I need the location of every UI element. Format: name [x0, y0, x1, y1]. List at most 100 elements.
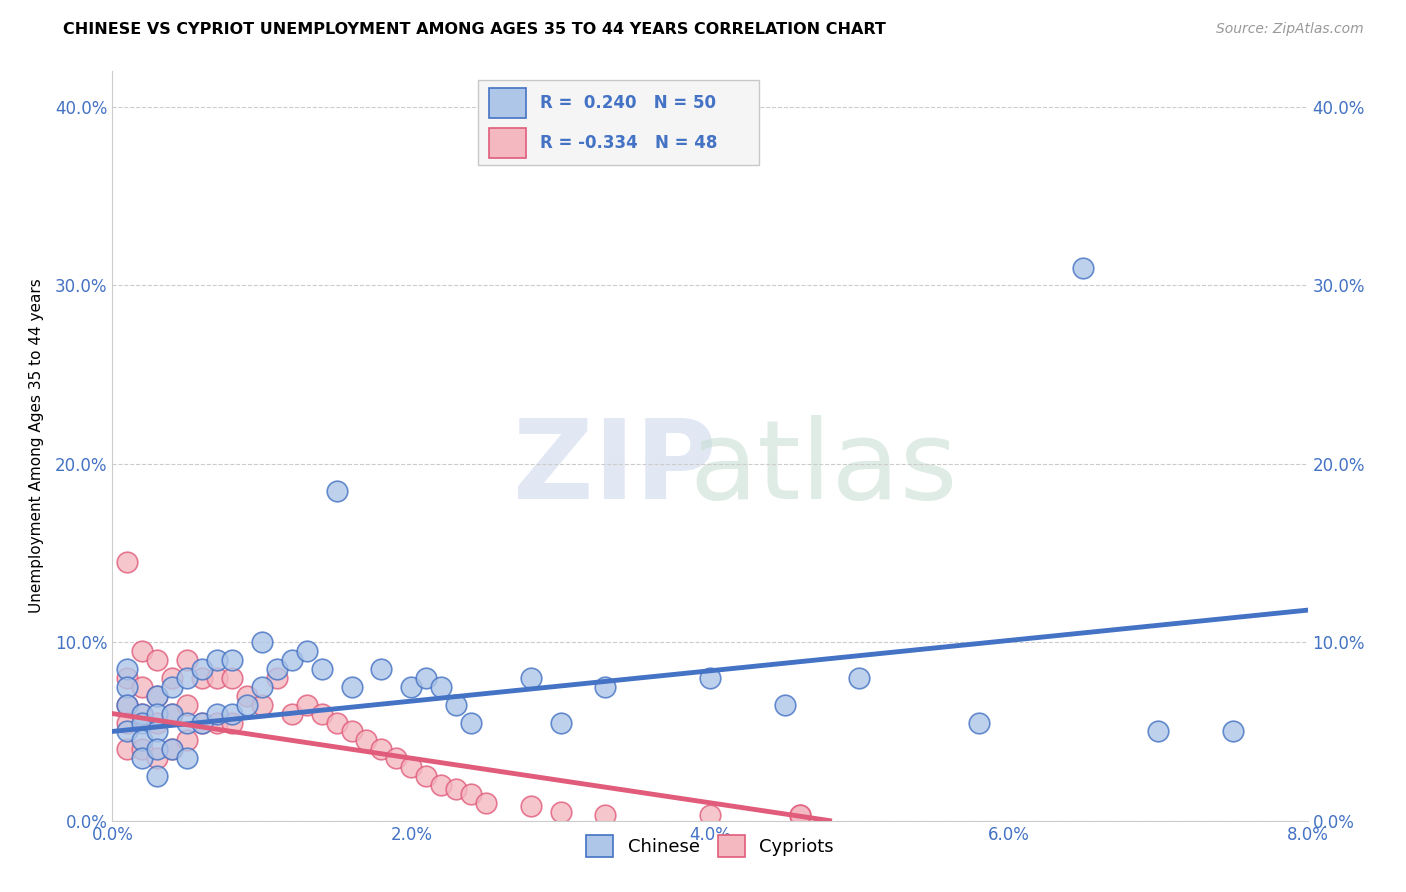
Point [221, 715, 243, 730]
Text: Source: ZipAtlas.com: Source: ZipAtlas.com [1216, 22, 1364, 37]
Point [311, 662, 333, 676]
Point [146, 751, 169, 765]
Point [131, 680, 153, 694]
Point [236, 698, 259, 712]
Point [1222, 724, 1244, 739]
Point [967, 715, 990, 730]
Y-axis label: Unemployment Among Ages 35 to 44 years: Unemployment Among Ages 35 to 44 years [30, 278, 44, 614]
Point [146, 653, 169, 667]
Point [266, 671, 288, 685]
Text: CHINESE VS CYPRIOT UNEMPLOYMENT AMONG AGES 35 TO 44 YEARS CORRELATION CHART: CHINESE VS CYPRIOT UNEMPLOYMENT AMONG AG… [63, 22, 886, 37]
Point [162, 680, 183, 694]
Point [146, 724, 169, 739]
Point [370, 662, 392, 676]
Point [281, 653, 304, 667]
Bar [489, 88, 526, 119]
Point [191, 715, 214, 730]
Point [444, 698, 467, 712]
FancyBboxPatch shape [478, 80, 759, 165]
Point [430, 680, 453, 694]
Point [221, 671, 243, 685]
Point [401, 680, 423, 694]
Point [460, 787, 482, 801]
Point [117, 698, 139, 712]
Legend: Chinese, Cypriots: Chinese, Cypriots [579, 828, 841, 864]
Point [146, 742, 169, 756]
Point [789, 808, 811, 822]
Point [550, 715, 572, 730]
Point [131, 733, 153, 747]
Point [325, 483, 347, 498]
Point [520, 671, 543, 685]
Point [699, 671, 721, 685]
Point [295, 698, 318, 712]
Point [191, 671, 214, 685]
Point [401, 760, 423, 774]
Point [146, 689, 169, 703]
Point [460, 715, 482, 730]
Point [221, 653, 243, 667]
Point [221, 706, 243, 721]
Point [848, 671, 870, 685]
Point [146, 769, 169, 783]
Point [131, 715, 153, 730]
Point [117, 555, 139, 569]
Point [176, 653, 198, 667]
Point [131, 706, 153, 721]
Point [340, 724, 363, 739]
Point [520, 799, 543, 814]
Point [162, 706, 183, 721]
Point [415, 769, 437, 783]
Point [117, 680, 139, 694]
Point [117, 724, 139, 739]
Point [430, 778, 453, 792]
Bar [489, 128, 526, 158]
Point [699, 808, 721, 822]
Point [176, 671, 198, 685]
Point [162, 671, 183, 685]
Point [475, 796, 498, 810]
Point [385, 751, 408, 765]
Point [356, 733, 378, 747]
Point [325, 715, 347, 730]
Point [415, 671, 437, 685]
Point [191, 715, 214, 730]
Point [311, 706, 333, 721]
Point [550, 805, 572, 819]
Point [117, 715, 139, 730]
Point [266, 662, 288, 676]
Point [295, 644, 318, 658]
Point [131, 644, 153, 658]
Point [205, 653, 228, 667]
Point [250, 698, 273, 712]
Point [146, 689, 169, 703]
Point [176, 698, 198, 712]
Point [117, 698, 139, 712]
Point [162, 706, 183, 721]
Text: atlas: atlas [689, 415, 957, 522]
Point [117, 742, 139, 756]
Point [176, 715, 198, 730]
Point [176, 751, 198, 765]
Point [236, 689, 259, 703]
Point [1147, 724, 1170, 739]
Point [117, 671, 139, 685]
Point [444, 781, 467, 796]
Point [340, 680, 363, 694]
Point [595, 680, 617, 694]
Text: ZIP: ZIP [513, 415, 716, 522]
Point [146, 706, 169, 721]
Point [250, 680, 273, 694]
Text: R = -0.334   N = 48: R = -0.334 N = 48 [540, 134, 717, 152]
Point [1073, 260, 1095, 275]
Point [131, 751, 153, 765]
Point [205, 706, 228, 721]
Point [205, 671, 228, 685]
Point [162, 742, 183, 756]
Point [789, 808, 811, 822]
Point [131, 706, 153, 721]
Point [146, 715, 169, 730]
Point [205, 715, 228, 730]
Point [595, 808, 617, 822]
Point [250, 635, 273, 649]
